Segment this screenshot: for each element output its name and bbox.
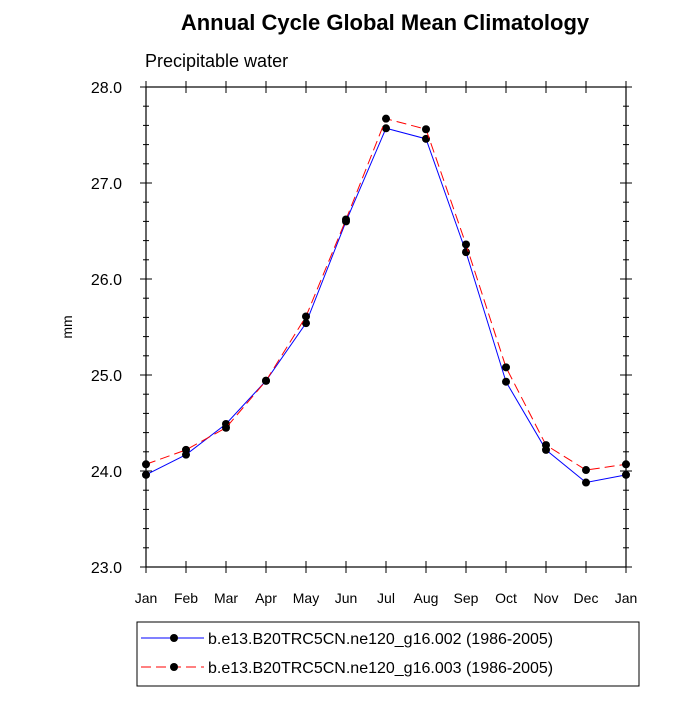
y-tick-label: 25.0 <box>91 368 122 385</box>
y-tick-label: 24.0 <box>91 464 122 481</box>
series-1-point <box>582 478 590 487</box>
x-tick-label: Jan <box>615 590 638 606</box>
plot-frame <box>145 86 627 568</box>
x-tick-label: Jan <box>135 590 158 606</box>
series-2-point <box>582 466 590 475</box>
series-2-point <box>182 445 190 454</box>
series-2-point <box>262 376 270 385</box>
x-tick-label: Jul <box>377 590 395 606</box>
series-1-point <box>502 377 510 386</box>
legend-box <box>136 621 640 687</box>
y-tick-label: 28.0 <box>91 80 122 97</box>
series-line-1 <box>145 127 627 484</box>
y-axis-label: mm <box>59 315 75 338</box>
series-1-point <box>142 470 150 479</box>
x-tick-label: Aug <box>414 590 439 606</box>
x-tick-label: Oct <box>495 590 517 606</box>
legend-marker-2 <box>170 663 178 671</box>
series-line-2 <box>145 118 627 471</box>
series-2-point <box>542 441 550 450</box>
x-tick-label: Apr <box>255 590 277 606</box>
x-tick-label: Nov <box>534 590 559 606</box>
x-tick-label: Jun <box>335 590 358 606</box>
legend-marker-1 <box>170 634 178 642</box>
x-tick-label: Sep <box>454 590 479 606</box>
series-2-point <box>622 460 630 469</box>
legend: b.e13.B20TRC5CN.ne120_g16.002 (1986-2005… <box>141 631 553 677</box>
series-1-point <box>382 124 390 133</box>
series-2-point <box>302 312 310 321</box>
series-2-point <box>342 215 350 224</box>
axis-ticks: 23.0 24.0 25.0 26.0 27.0 28.0 Jan Feb Mar Apr May J… <box>91 80 637 606</box>
series-2-point <box>502 363 510 372</box>
y-tick-label: 23.0 <box>91 560 122 577</box>
series-1-point <box>462 248 470 257</box>
y-tick-label: 26.0 <box>91 272 122 289</box>
x-tick-label: May <box>293 590 319 606</box>
y-tick-label: 27.0 <box>91 176 122 193</box>
x-tick-label: Feb <box>174 590 198 606</box>
series-2-point <box>462 240 470 249</box>
legend-label-2: b.e13.B20TRC5CN.ne120_g16.003 (1986-2005… <box>208 660 553 677</box>
chart-subtitle: Precipitable water <box>145 51 288 71</box>
series-1-point <box>622 470 630 479</box>
legend-label-1: b.e13.B20TRC5CN.ne120_g16.002 (1986-2005… <box>208 631 553 648</box>
series-2-point <box>422 125 430 134</box>
series-2-point <box>142 460 150 469</box>
series-2-point <box>382 114 390 123</box>
series-1-point <box>422 134 430 143</box>
series-1-point <box>302 319 310 328</box>
chart-title: Annual Cycle Global Mean Climatology <box>181 10 590 35</box>
x-tick-label: Dec <box>574 590 599 606</box>
series-2-point <box>222 423 230 432</box>
series-layer <box>142 114 630 487</box>
x-tick-label: Mar <box>214 590 238 606</box>
